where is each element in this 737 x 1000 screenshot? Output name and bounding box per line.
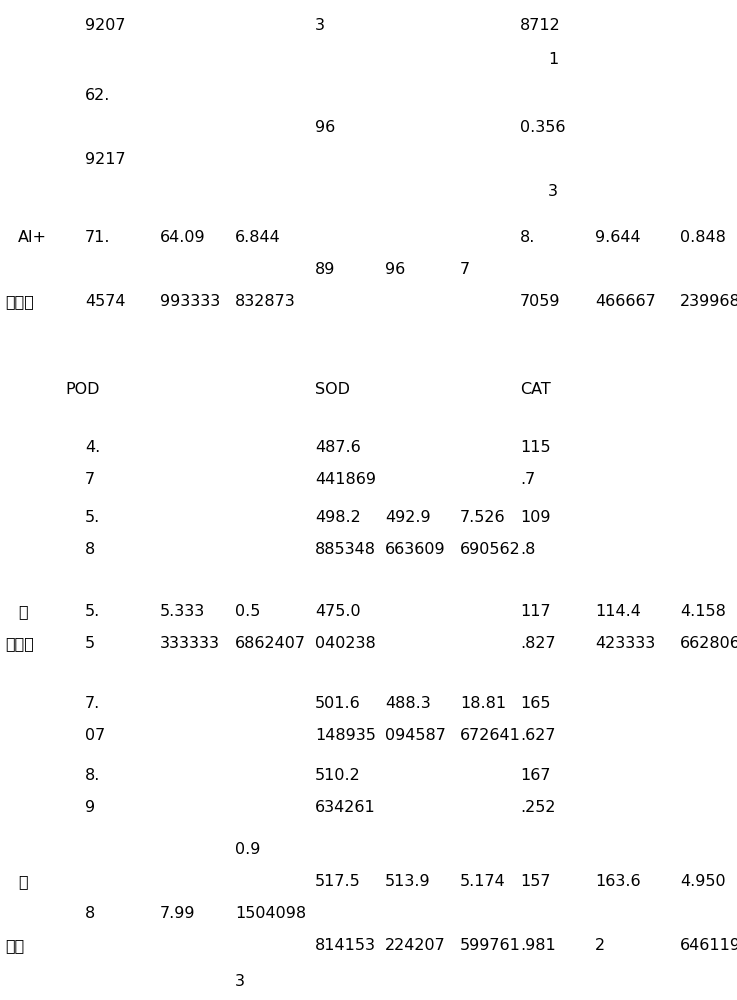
- Text: 复: 复: [18, 874, 27, 890]
- Text: 599761: 599761: [460, 938, 521, 954]
- Text: 466667: 466667: [595, 294, 656, 310]
- Text: 7: 7: [460, 262, 470, 277]
- Text: 441869: 441869: [315, 473, 376, 488]
- Text: 2: 2: [595, 938, 605, 954]
- Text: 8: 8: [85, 542, 95, 558]
- Text: 109: 109: [520, 510, 551, 526]
- Text: 663609: 663609: [385, 542, 446, 558]
- Text: 62.: 62.: [85, 88, 111, 103]
- Text: 993333: 993333: [160, 294, 220, 310]
- Text: 148935: 148935: [315, 728, 376, 744]
- Text: 8.: 8.: [85, 768, 100, 784]
- Text: 487.6: 487.6: [315, 440, 360, 456]
- Text: 18.81: 18.81: [460, 696, 506, 712]
- Text: 9217: 9217: [85, 152, 125, 167]
- Text: POD: POD: [65, 382, 99, 397]
- Text: 4574: 4574: [85, 294, 125, 310]
- Text: 239968: 239968: [680, 294, 737, 310]
- Text: 5: 5: [85, 637, 95, 652]
- Text: 167: 167: [520, 768, 551, 784]
- Text: 662806: 662806: [680, 637, 737, 652]
- Text: 8.: 8.: [520, 231, 535, 245]
- Text: 094587: 094587: [385, 728, 446, 744]
- Text: 1: 1: [548, 52, 558, 68]
- Text: 115: 115: [520, 440, 551, 456]
- Text: 333333: 333333: [160, 637, 220, 652]
- Text: .827: .827: [520, 637, 556, 652]
- Text: 复合物: 复合物: [5, 294, 34, 310]
- Text: 9.644: 9.644: [595, 231, 640, 245]
- Text: .7: .7: [520, 473, 535, 488]
- Text: 4.158: 4.158: [680, 604, 726, 619]
- Text: 513.9: 513.9: [385, 874, 430, 890]
- Text: CAT: CAT: [520, 382, 551, 397]
- Text: 517.5: 517.5: [315, 874, 360, 890]
- Text: SOD: SOD: [315, 382, 350, 397]
- Text: 6.844: 6.844: [235, 231, 281, 245]
- Text: 5.: 5.: [85, 510, 100, 526]
- Text: 885348: 885348: [315, 542, 376, 558]
- Text: 492.9: 492.9: [385, 510, 430, 526]
- Text: 0.848: 0.848: [680, 231, 726, 245]
- Text: Al+: Al+: [18, 231, 47, 245]
- Text: 7.: 7.: [85, 696, 100, 712]
- Text: 672641: 672641: [460, 728, 521, 744]
- Text: 8: 8: [85, 906, 95, 922]
- Text: 5.: 5.: [85, 604, 100, 619]
- Text: 9207: 9207: [85, 17, 125, 32]
- Text: 8712: 8712: [520, 17, 561, 32]
- Text: 0.9: 0.9: [235, 842, 260, 857]
- Text: 0.5: 0.5: [235, 604, 260, 619]
- Text: 3: 3: [235, 974, 245, 990]
- Text: 0.356: 0.356: [520, 120, 565, 135]
- Text: 6862407: 6862407: [235, 637, 306, 652]
- Text: 7.99: 7.99: [160, 906, 195, 922]
- Text: 制变量: 制变量: [5, 637, 34, 652]
- Text: 合物: 合物: [5, 938, 24, 954]
- Text: 3: 3: [548, 184, 558, 200]
- Text: 114.4: 114.4: [595, 604, 641, 619]
- Text: 157: 157: [520, 874, 551, 890]
- Text: 9: 9: [85, 800, 95, 816]
- Text: 7059: 7059: [520, 294, 561, 310]
- Text: 163.6: 163.6: [595, 874, 640, 890]
- Text: 71.: 71.: [85, 231, 111, 245]
- Text: 475.0: 475.0: [315, 604, 360, 619]
- Text: 96: 96: [315, 120, 335, 135]
- Text: 96: 96: [385, 262, 405, 277]
- Text: 510.2: 510.2: [315, 768, 360, 784]
- Text: .627: .627: [520, 728, 556, 744]
- Text: 634261: 634261: [315, 800, 376, 816]
- Text: 832873: 832873: [235, 294, 296, 310]
- Text: 7.526: 7.526: [460, 510, 506, 526]
- Text: 4.950: 4.950: [680, 874, 726, 890]
- Text: 7: 7: [85, 473, 95, 488]
- Text: 117: 117: [520, 604, 551, 619]
- Text: 64.09: 64.09: [160, 231, 206, 245]
- Text: .981: .981: [520, 938, 556, 954]
- Text: 89: 89: [315, 262, 335, 277]
- Text: 423333: 423333: [595, 637, 655, 652]
- Text: 4.: 4.: [85, 440, 100, 456]
- Text: 488.3: 488.3: [385, 696, 430, 712]
- Text: 498.2: 498.2: [315, 510, 360, 526]
- Text: 646119: 646119: [680, 938, 737, 954]
- Text: 814153: 814153: [315, 938, 376, 954]
- Text: 5.333: 5.333: [160, 604, 205, 619]
- Text: 控: 控: [18, 604, 27, 619]
- Text: 040238: 040238: [315, 637, 376, 652]
- Text: 501.6: 501.6: [315, 696, 360, 712]
- Text: 1504098: 1504098: [235, 906, 306, 922]
- Text: 690562: 690562: [460, 542, 521, 558]
- Text: 224207: 224207: [385, 938, 446, 954]
- Text: 3: 3: [315, 17, 325, 32]
- Text: 07: 07: [85, 728, 105, 744]
- Text: 5.174: 5.174: [460, 874, 506, 890]
- Text: .252: .252: [520, 800, 556, 816]
- Text: .8: .8: [520, 542, 535, 558]
- Text: 165: 165: [520, 696, 551, 712]
